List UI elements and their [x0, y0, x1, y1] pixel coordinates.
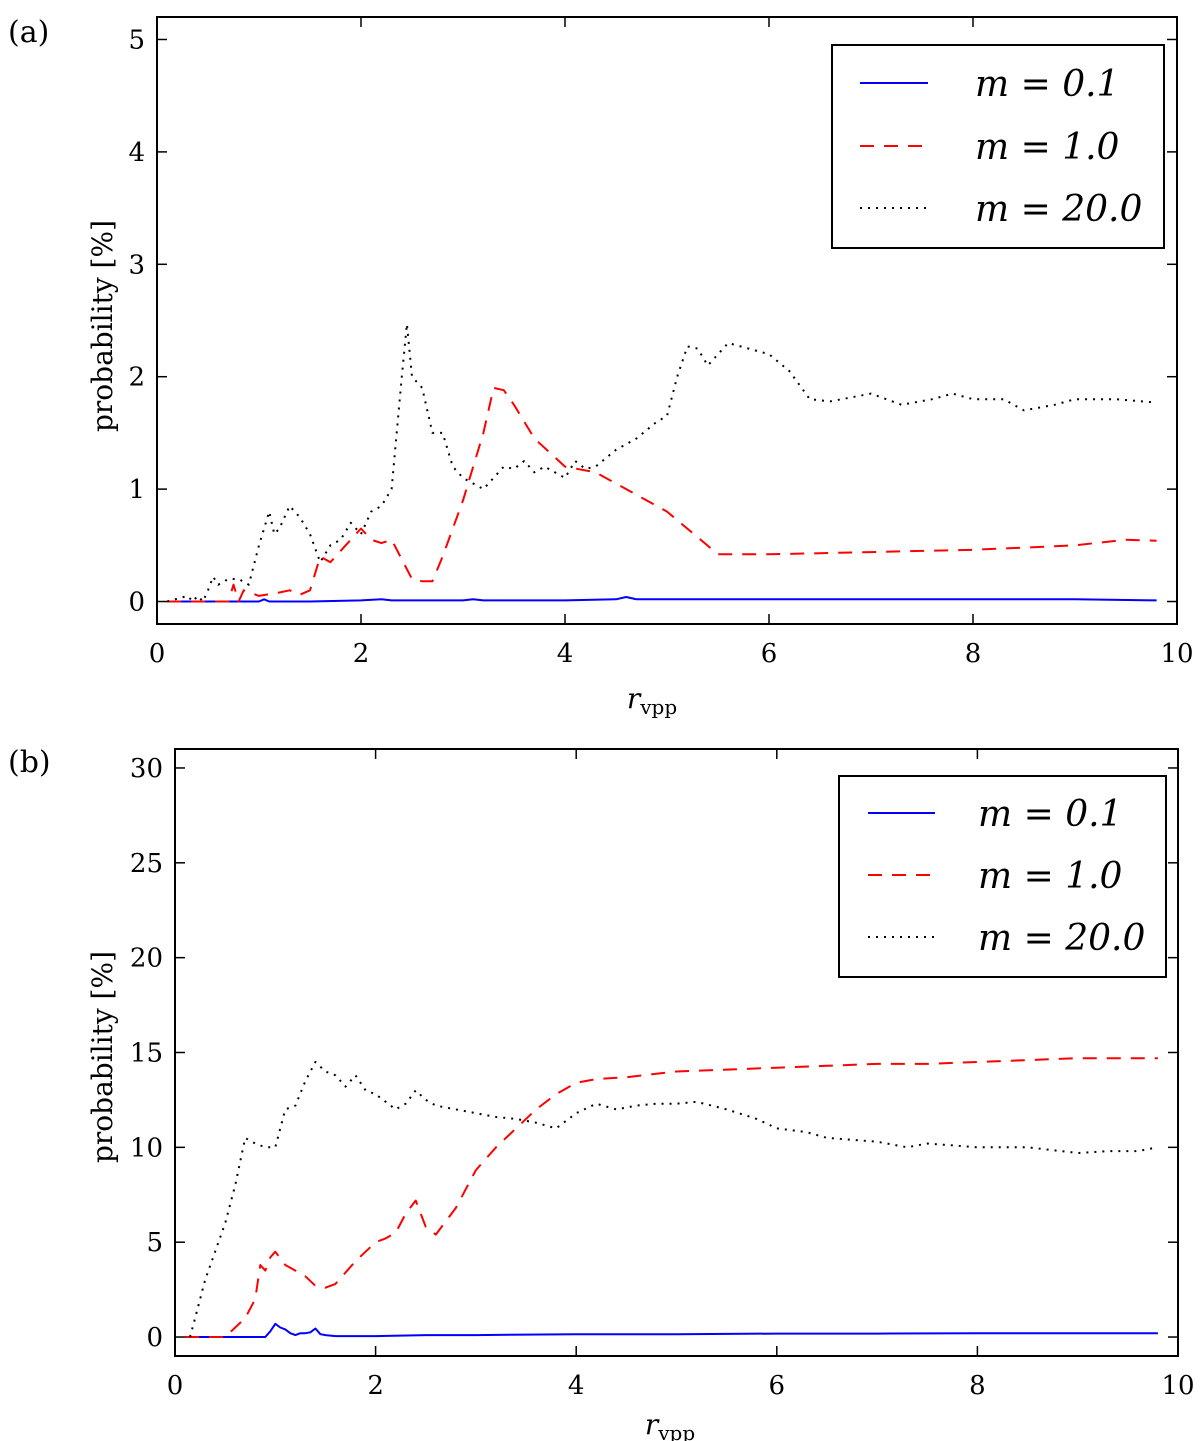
panel-b-ytick-label: 25 [130, 849, 163, 879]
panel-b-ytick-label: 30 [130, 754, 163, 784]
panel-b-ytick-label: 10 [130, 1133, 163, 1163]
panel-a-series-1-line [167, 386, 1157, 603]
panel-b-xtick-label: 8 [969, 1371, 986, 1401]
panel-a-legend-label-m01: m = 0.1 [975, 64, 1119, 105]
panel-b-xtick-label: 0 [167, 1371, 184, 1401]
panel-b-legend-label-m1: m = 1.0 [978, 856, 1122, 897]
panel-b-xtick-label: 2 [367, 1371, 384, 1401]
panel-b-ytick-label: 5 [146, 1228, 163, 1258]
panel-a-ytick-label: 5 [128, 25, 145, 55]
panel-a-legend-label-m20: m = 20.0 [975, 189, 1142, 230]
panel-b-xtick-label: 6 [769, 1371, 786, 1401]
panel-b-legend-label-m20: m = 20.0 [978, 918, 1145, 959]
panel-a-plot-area [166, 322, 1157, 603]
panel-a-xtick-label: 4 [557, 639, 574, 669]
panel-b-series-0-line [185, 1322, 1158, 1338]
panel-a-xtick-label: 6 [761, 639, 778, 669]
panel-a-xtick-label: 8 [965, 639, 982, 669]
panel-b-plot-area [185, 1057, 1159, 1338]
panel-a-frame [156, 16, 1178, 625]
panel-b-xlabel-sub: vpp [657, 1421, 695, 1441]
panel-a-xlabel-sub: vpp [639, 695, 677, 719]
panel-a-ytick-label: 0 [128, 588, 145, 618]
panel-b-legend-box [838, 775, 1167, 978]
panel-b-label: (b) [8, 745, 51, 780]
panel-a-series-0-line [167, 596, 1157, 603]
panel-a-legend: m = 0.1 m = 1.0 m = 20.0 [831, 44, 1165, 249]
panel-b-ticks: 0 2 4 6 8 10 0 5 10 15 20 25 30 [130, 749, 1195, 1401]
panel-a-ytick-label: 2 [128, 363, 145, 393]
panel-a: (a) 0 2 4 6 8 10 0 1 2 3 4 5 probability [%] rvpp m… [8, 15, 1194, 719]
panel-a-ytick-label: 4 [128, 138, 145, 168]
panel-a-label: (a) [8, 15, 49, 50]
panel-b-ytick-label: 15 [130, 1039, 163, 1069]
panel-a-ytick-label: 3 [128, 250, 145, 280]
panel-a-ylabel: probability [%] [86, 220, 119, 432]
panel-a-legend-label-m1: m = 1.0 [975, 127, 1119, 168]
panel-a-xtick-label: 0 [149, 639, 166, 669]
panel-b-series-2-line [189, 1061, 1159, 1338]
panel-a-xtick-label: 2 [353, 639, 370, 669]
panel-b-xlabel: rvpp [645, 1408, 695, 1441]
panel-b-ytick-label: 20 [130, 944, 163, 974]
panel-b-legend: m = 0.1 m = 1.0 m = 20.0 [838, 775, 1167, 978]
panel-b-ytick-label: 0 [146, 1323, 163, 1353]
panel-a-ytick-label: 1 [128, 475, 145, 505]
panel-a-xtick-label: 10 [1160, 639, 1193, 669]
panel-a-series-2-line [166, 322, 1157, 603]
panel-a-xlabel-main: r [627, 682, 642, 715]
panel-b-legend-label-m01: m = 0.1 [978, 794, 1122, 835]
panel-b-xtick-label: 4 [568, 1371, 585, 1401]
panel-a-ticks: 0 2 4 6 8 10 0 1 2 3 4 5 [128, 17, 1194, 669]
panel-a-xlabel: rvpp [627, 682, 677, 719]
panel-b-xtick-label: 10 [1161, 1371, 1194, 1401]
panel-b-series-1-line [185, 1057, 1158, 1338]
panel-b-ylabel: probability [%] [86, 951, 119, 1163]
panel-b-xlabel-main: r [645, 1408, 660, 1441]
